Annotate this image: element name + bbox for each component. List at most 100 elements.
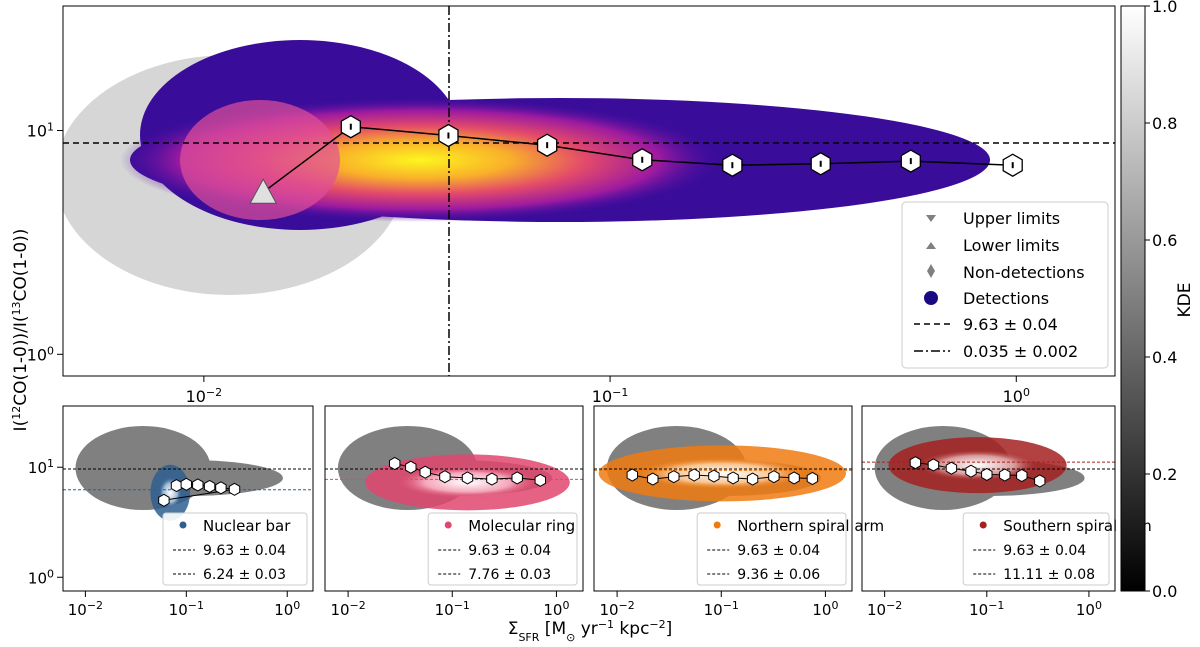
- median-marker: [158, 493, 170, 507]
- global-value: 9.63 ± 0.04: [203, 543, 286, 559]
- detection-marker: [924, 291, 938, 305]
- legend-nondet: Non-detections: [963, 263, 1085, 282]
- colorbar: 0.0 0.2 0.4 0.6 0.8 1.0 KDE: [1120, 0, 1195, 601]
- subpanel-frame: [62, 405, 314, 592]
- tick-label: 100: [1076, 599, 1102, 620]
- median-marker: [534, 473, 546, 487]
- legend-vline-value: 0.035 ± 0.002: [963, 342, 1078, 361]
- median-marker: [405, 460, 417, 474]
- median-marker: [180, 477, 192, 491]
- median-marker: [439, 470, 451, 484]
- region-marker: [444, 521, 452, 529]
- median-marker: [927, 458, 940, 472]
- tick-label: 100: [28, 567, 54, 588]
- median-marker: [999, 468, 1011, 482]
- colorbar-tick-label: 1.0: [1152, 0, 1177, 16]
- subpanel-frame: [861, 405, 1116, 592]
- main-legend: Upper limits Lower limits Non-detections…: [901, 201, 1109, 369]
- median-marker: [389, 456, 401, 471]
- median-marker: [788, 471, 800, 485]
- tick-label: 101: [28, 457, 54, 478]
- tick-label: 10−1: [169, 599, 204, 620]
- region-marker: [979, 521, 987, 529]
- subpanel-southern-spiral-arm: 10−2 10−1 100 Southern spiral arm 9.63 ± 0.0…: [861, 405, 1152, 620]
- tick-label: 10−1: [435, 599, 470, 620]
- colorbar-tick-label: 0.0: [1152, 582, 1177, 601]
- median-marker: [727, 471, 739, 485]
- median-marker: [461, 471, 474, 485]
- median-marker: [626, 468, 638, 482]
- tick-label: 10−2: [186, 386, 223, 407]
- global-value: 9.63 ± 0.04: [737, 543, 820, 559]
- median-marker: [1016, 468, 1028, 483]
- median-marker: [708, 469, 720, 483]
- median-line: [632, 474, 813, 480]
- median-marker: [1034, 474, 1046, 488]
- region-value: 9.36 ± 0.06: [737, 567, 820, 583]
- median-marker: [965, 464, 977, 478]
- legend-upper: Upper limits: [963, 209, 1060, 228]
- non-detection-marker: [927, 264, 935, 278]
- subpanel-frame: [593, 405, 853, 592]
- colorbar-tick-label: 0.8: [1152, 114, 1177, 133]
- tick-label: 10−2: [330, 599, 365, 620]
- subpanel-molecular-ring: 10−2 10−1 100 Molecular ring 9.63 ± 0.04 7.76…: [324, 405, 584, 620]
- global-value: 9.63 ± 0.04: [1003, 543, 1086, 559]
- region-kde: [635, 457, 810, 490]
- median-marker: [909, 456, 922, 470]
- tick-label: 10−2: [599, 599, 634, 620]
- x-axis-label: ΣSFR [M⊙ yr−1 kpc−2]: [508, 618, 673, 644]
- y-axis-label: I(12CO(1-0))/I(13CO(1-0)): [10, 229, 32, 432]
- region-value: 7.76 ± 0.03: [468, 567, 551, 583]
- median-marker: [945, 461, 958, 475]
- median-marker: [215, 481, 227, 495]
- tick-label: 10−2: [68, 599, 103, 620]
- tick-label: 100: [1003, 386, 1030, 407]
- region-value: 11.11 ± 0.08: [1003, 567, 1095, 583]
- lower-limit-marker: [926, 242, 936, 249]
- median-marker: [981, 467, 993, 481]
- median-marker: [768, 470, 780, 484]
- legend-det: Detections: [963, 289, 1049, 308]
- median-marker: [746, 472, 759, 486]
- region-name: Nuclear bar: [203, 517, 291, 535]
- region-name: Molecular ring: [468, 517, 575, 535]
- median-marker: [228, 482, 241, 496]
- median-marker: [419, 465, 431, 479]
- median-marker: [203, 479, 216, 493]
- median-marker: [192, 478, 204, 492]
- subpanel-legend: Northern spiral arm 9.63 ± 0.04 9.36 ± 0.0…: [696, 512, 884, 586]
- subpanel-legend: Southern spiral arm 9.63 ± 0.04 11.11 ± 0.…: [962, 512, 1152, 586]
- median-marker: [170, 479, 183, 493]
- legend-lower: Lower limits: [963, 236, 1060, 255]
- tick-label: 10−1: [969, 599, 1004, 620]
- subpanel-northern-spiral-arm: 10−2 10−1 100 Northern spiral arm 9.63 ± 0.0…: [593, 405, 884, 620]
- median-marker: [688, 468, 700, 482]
- region-marker: [713, 521, 721, 529]
- colorbar-tick-label: 0.2: [1152, 465, 1177, 484]
- region-marker: [179, 521, 187, 529]
- tick-label: 101: [27, 120, 54, 141]
- tick-label: 10−1: [704, 599, 739, 620]
- tick-label: 100: [274, 599, 300, 620]
- region-name: Southern spiral arm: [1003, 517, 1152, 535]
- tick-label: 10−1: [592, 386, 629, 407]
- global-value: 9.63 ± 0.04: [468, 543, 551, 559]
- region-name: Northern spiral arm: [737, 517, 884, 535]
- subpanel-legend: Nuclear bar 9.63 ± 0.04 6.24 ± 0.03: [162, 512, 308, 586]
- median-marker: [668, 470, 680, 484]
- median-marker: [511, 471, 523, 485]
- colorbar-label: KDE: [1175, 283, 1195, 318]
- colorbar-tick-label: 0.4: [1152, 348, 1177, 367]
- upper-limit-marker: [926, 215, 936, 222]
- subpanel-nuclear-bar: 10−2 10−1 100 100 101 Nuclear bar 9.63 ± 0.04 6…: [28, 405, 314, 620]
- tick-label: 100: [812, 599, 838, 620]
- colorbar-tick-label: 0.6: [1152, 231, 1177, 250]
- region-value: 6.24 ± 0.03: [203, 567, 286, 583]
- legend-hline-value: 9.63 ± 0.04: [963, 315, 1058, 334]
- point-cloud: [63, 40, 990, 295]
- tick-label: 100: [543, 599, 569, 620]
- tick-label: 10−2: [867, 599, 902, 620]
